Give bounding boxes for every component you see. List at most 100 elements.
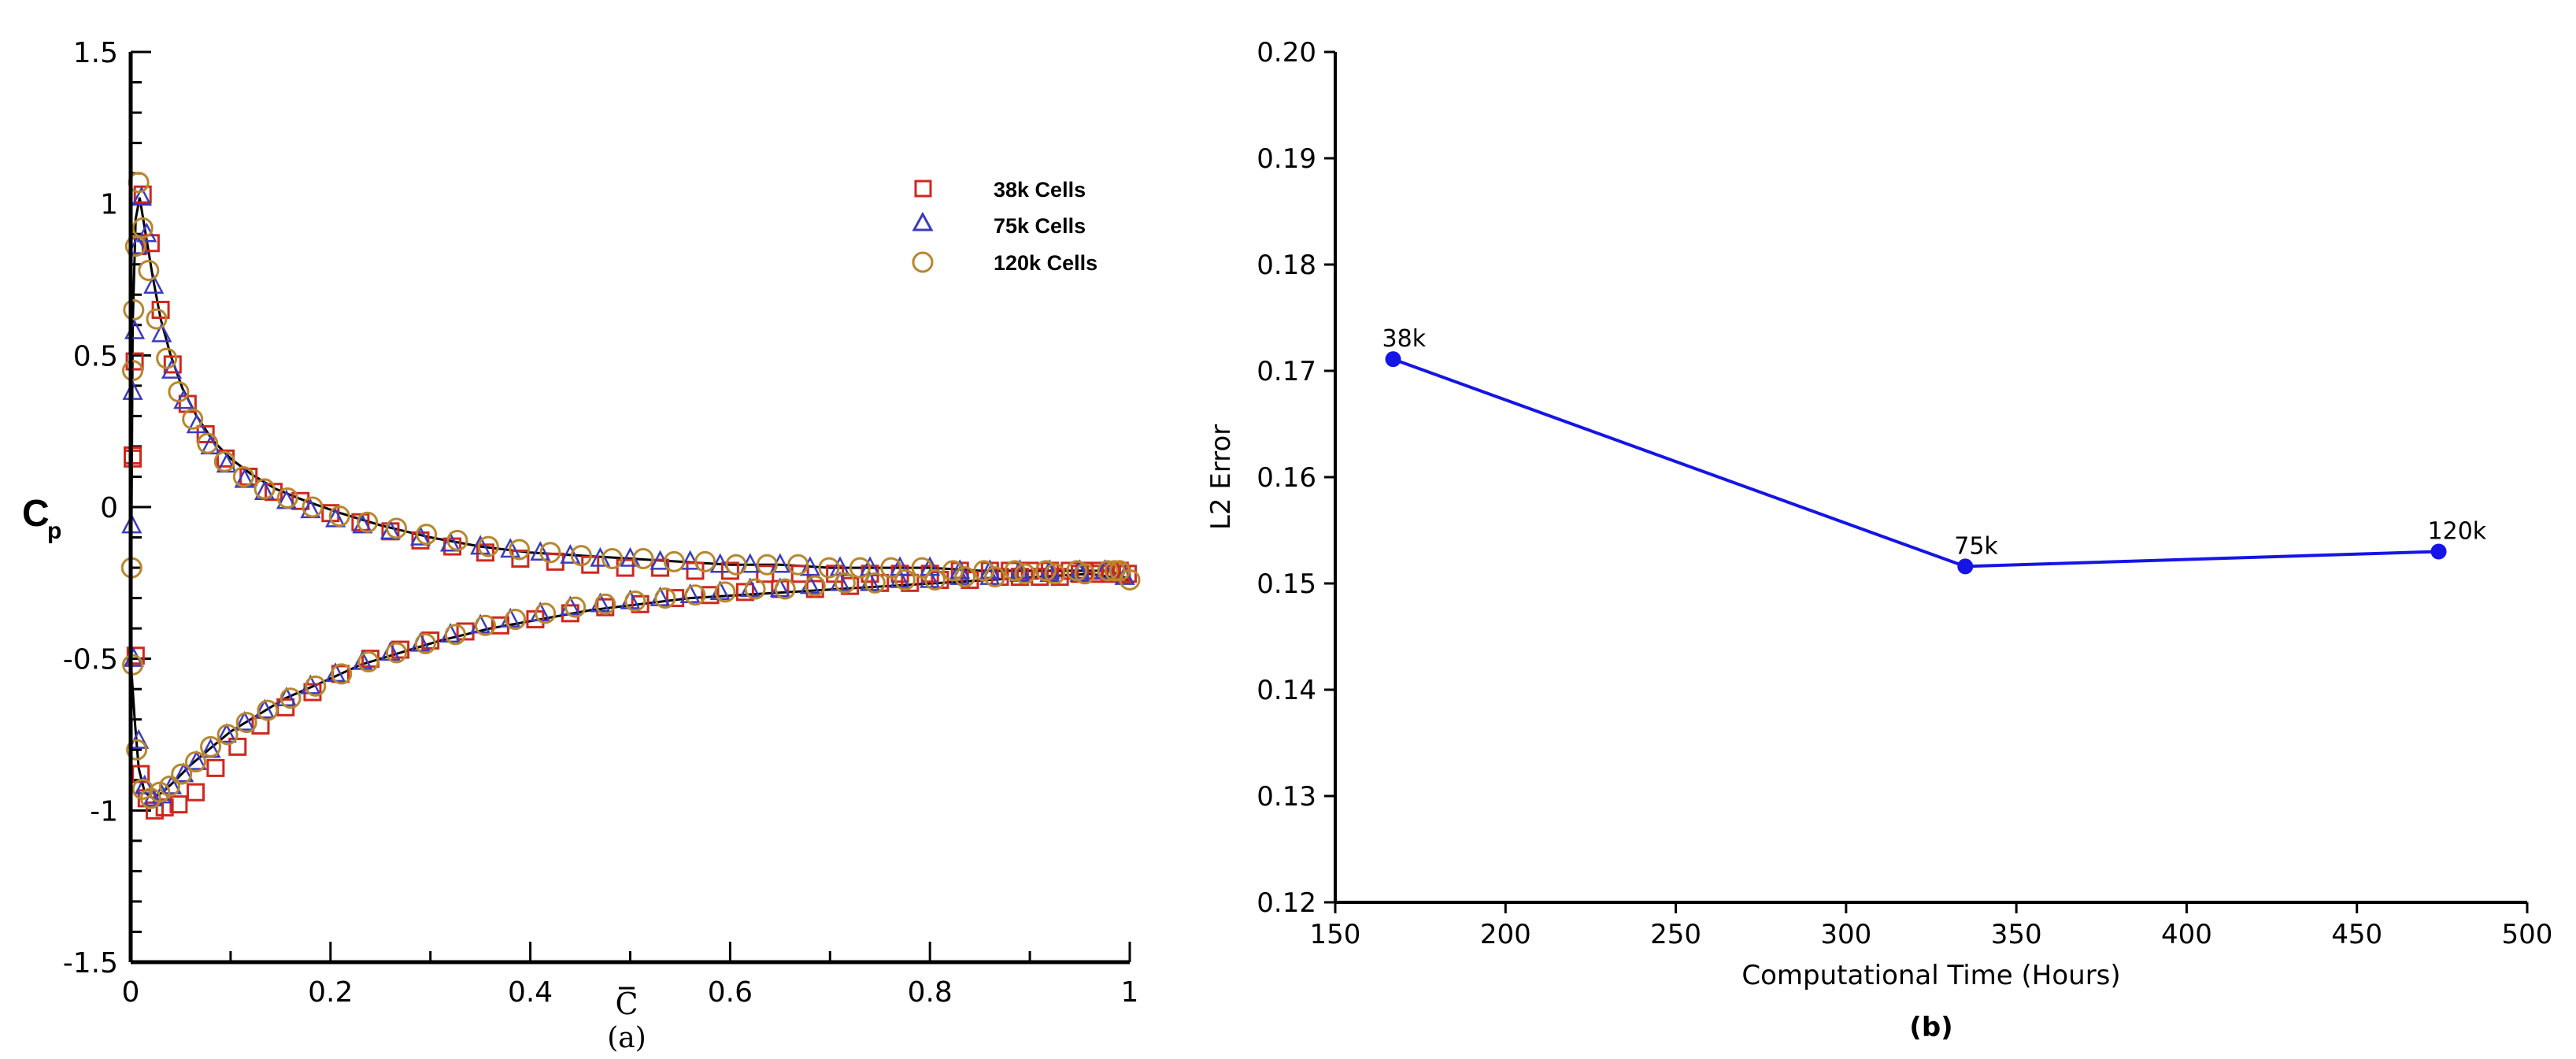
x-tick-label: 0: [122, 976, 140, 1009]
circle-marker: [924, 568, 946, 591]
circle-marker: [171, 763, 193, 785]
square-marker: [735, 583, 754, 602]
circle-marker: [122, 360, 144, 382]
square-marker: [124, 449, 142, 468]
circle-marker: [535, 602, 557, 624]
square-marker: [1031, 568, 1049, 587]
circle-marker: [880, 557, 902, 579]
square-marker: [756, 565, 775, 583]
y-tick-label: 1.5: [73, 37, 118, 69]
triangle-marker: [161, 358, 183, 379]
y-tick-label: -1: [90, 795, 118, 828]
square-marker: [291, 491, 310, 510]
circle-marker: [539, 542, 561, 564]
circle-marker: [444, 624, 466, 646]
y-tick-label: 0.20: [1257, 37, 1316, 69]
circle-marker: [756, 554, 778, 576]
triangle-marker: [590, 546, 611, 567]
triangle-marker: [679, 550, 701, 570]
square-marker: [186, 783, 205, 802]
panel-b-y-ticks: 0.12 0.13 0.14 0.15 0.16 0.17 0.18 0.19 0.20: [1257, 37, 1335, 919]
panel-b-x-ticks: 150 200 250 300 350 400 450 500: [1310, 902, 2552, 950]
panel-a-legend: 38k Cells 75k Cells 120k Cells: [912, 178, 1097, 275]
triangle-marker: [134, 774, 155, 794]
circle-marker: [864, 572, 886, 594]
x-tick-label: 0.2: [308, 976, 353, 1009]
circle-marker: [235, 712, 257, 734]
square-marker: [841, 576, 860, 595]
triangle-marker: [173, 762, 194, 783]
triangle-marker: [890, 556, 911, 576]
panel-a-caption: (a): [607, 1022, 646, 1054]
y-tick-label: 0.13: [1257, 781, 1316, 813]
triangle-marker: [216, 723, 237, 743]
x-tick-label: 450: [2331, 919, 2382, 950]
circle-marker: [694, 550, 716, 572]
circle-marker: [217, 724, 239, 746]
circle-marker: [849, 557, 871, 579]
y-tick-label: -0.5: [63, 644, 118, 676]
circle-marker: [357, 651, 379, 673]
circle-marker: [1004, 560, 1026, 582]
triangle-marker: [173, 389, 194, 409]
panel-b-data-points: 38k 75k 120k: [1382, 325, 2487, 575]
circle-marker: [601, 548, 624, 570]
circle-marker: [1014, 563, 1036, 585]
circle-marker: [1044, 563, 1066, 585]
panel-b-y-axis-label: L2 Error: [1205, 424, 1237, 530]
panel-a-pressure-coefficient-plot: 0 0.2 0.4 0.6 0.8 1 1.510.50-0.5-1-1.5 C p C …: [22, 37, 1141, 1054]
square-marker: [960, 570, 979, 589]
square-marker: [720, 561, 739, 580]
square-marker: [790, 565, 809, 583]
circle-marker: [124, 235, 146, 257]
legend-label-75k: 75k Cells: [994, 214, 1086, 238]
panel-a-x-axis-label: C: [615, 987, 638, 1021]
circle-marker: [357, 511, 379, 533]
square-marker: [901, 573, 920, 592]
triangle-marker: [234, 710, 255, 731]
circle-marker: [663, 550, 685, 572]
square-marker: [701, 586, 720, 605]
data-point-marker: [2430, 543, 2447, 560]
circle-marker: [1104, 560, 1126, 582]
panel-b-caption: (b): [1909, 1012, 1952, 1043]
triangle-marker: [440, 531, 461, 552]
y-tick-label: 0.19: [1257, 143, 1316, 175]
square-marker: [411, 531, 430, 550]
circle-marker: [654, 587, 676, 609]
circle-marker: [477, 535, 499, 557]
x-tick-label: 200: [1480, 919, 1531, 950]
square-marker: [141, 234, 160, 253]
triangle-marker: [143, 274, 165, 294]
data-point-label: 120k: [2428, 518, 2487, 546]
triangle-marker: [131, 186, 153, 206]
x-tick-label: 0.8: [908, 976, 953, 1009]
circle-marker: [1119, 568, 1141, 591]
square-marker: [303, 683, 322, 702]
y-tick-label: 0.12: [1257, 887, 1316, 919]
circle-marker: [1074, 563, 1096, 585]
circle-marker: [474, 614, 496, 636]
panel-a-x-tick-labels: 0 0.2 0.4 0.6 0.8 1: [122, 976, 1139, 1009]
legend-label-120k: 120k Cells: [994, 251, 1097, 275]
circle-marker: [276, 487, 298, 509]
data-point-marker: [1957, 558, 1974, 575]
y-tick-label: 0.15: [1257, 568, 1316, 600]
legend-circle-marker: [912, 251, 934, 273]
square-marker: [196, 425, 215, 444]
circle-marker: [570, 545, 592, 567]
square-marker: [421, 631, 440, 650]
circle-marker: [279, 687, 302, 709]
square-marker: [131, 765, 150, 783]
x-tick-label: 0.6: [708, 976, 753, 1009]
circle-marker: [331, 663, 353, 685]
circle-marker: [386, 517, 408, 539]
circle-marker: [126, 739, 148, 761]
triangle-marker: [122, 380, 143, 400]
legend-triangle-marker: [912, 211, 934, 231]
circle-marker: [594, 593, 616, 615]
y-tick-label: -1.5: [63, 947, 118, 979]
circle-marker: [954, 566, 976, 588]
circle-marker: [257, 699, 279, 721]
circle-marker: [942, 560, 964, 582]
